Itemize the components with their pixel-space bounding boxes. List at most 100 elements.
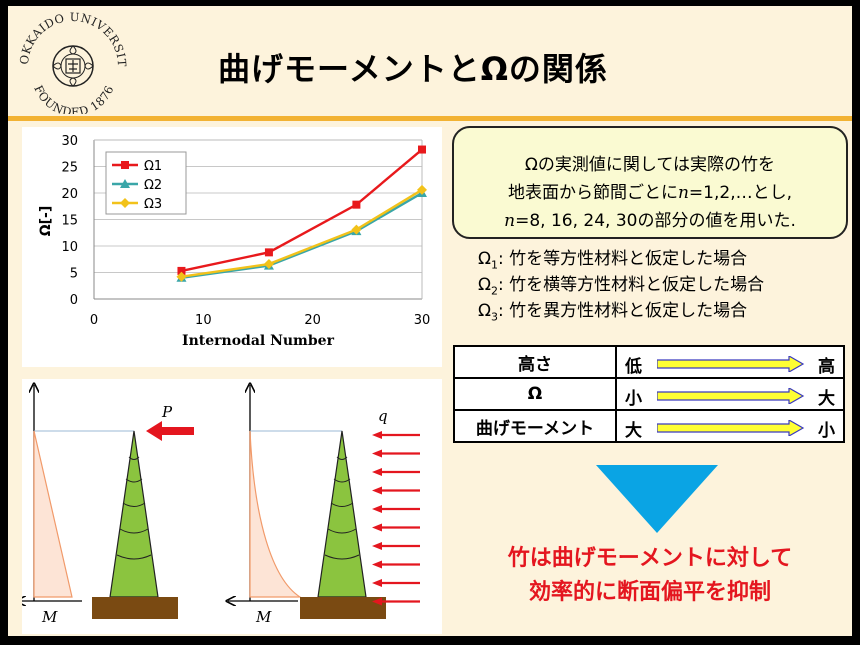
- page-title: 曲げモーメントとΩの関係: [218, 50, 608, 88]
- distributed-load-label: q: [378, 407, 388, 425]
- series-line-2: [181, 191, 423, 279]
- y-tick-label: 15: [61, 214, 78, 229]
- data-point: [177, 266, 186, 275]
- range-low: 低: [625, 357, 642, 377]
- comparison-label: Ω: [453, 377, 617, 411]
- comparison-label: 曲げモーメント: [453, 409, 617, 443]
- left-moment-label: M: [41, 608, 58, 626]
- left-bamboo-icon: [109, 430, 159, 598]
- load-arrow-head: [372, 505, 382, 513]
- data-point: [263, 259, 274, 270]
- legend-label: Ω2: [144, 178, 162, 193]
- measurement-note: Ωの実測値に関しては実際の竹を 地表面から節間ごとにn=1,2,…とし, n=8…: [452, 126, 848, 239]
- omega-definitions: Ω1: 竹を等方性材料と仮定した場合 Ω2: 竹を横等方性材料と仮定した場合 Ω…: [478, 246, 764, 324]
- y-tick-label: 30: [61, 134, 78, 149]
- comparison-range: 大 小: [615, 409, 845, 443]
- omega-symbol: Ω: [478, 275, 491, 295]
- omega-chart-panel: 0 5 10 15 20 25 30 0 10 20 30 Ω[-] Internodal Num…: [22, 127, 442, 367]
- legend-marker: [120, 198, 130, 208]
- down-triangle-arrow-icon: [596, 465, 718, 533]
- bamboo-diagram-panel: M P M q: [22, 379, 442, 634]
- university-logo: HOKKAIDO UNIVERSITY FOUNDED 1876: [14, 10, 129, 114]
- load-arrow-head: [372, 542, 382, 550]
- title-band: HOKKAIDO UNIVERSITY FOUNDED 1876 曲げモーメント…: [8, 6, 852, 118]
- y-tick-label: 10: [61, 240, 78, 255]
- data-point: [264, 248, 273, 257]
- note-line-3: n=8, 16, 24, 30の部分の値を用いた.: [454, 206, 846, 231]
- y-tick-label: 20: [61, 187, 78, 202]
- omega-subscript: 2: [491, 284, 498, 298]
- note-variable-n: n: [504, 211, 516, 231]
- legend-label: Ω3: [144, 197, 162, 212]
- load-arrow-head: [372, 431, 382, 439]
- bamboo-moment-diagram: M P M q: [22, 379, 420, 626]
- svg-text:FOUNDED 1876: FOUNDED 1876: [31, 83, 116, 114]
- legend-marker: [121, 161, 129, 169]
- data-point: [351, 224, 362, 235]
- data-point: [417, 184, 427, 195]
- right-moment-label: M: [255, 608, 272, 626]
- series-line-1: [181, 148, 423, 273]
- x-tick-label: 20: [304, 313, 321, 328]
- comparison-label: 高さ: [453, 345, 617, 379]
- load-arrow-head: [372, 523, 382, 532]
- range-low: 小: [625, 389, 642, 409]
- right-moment-distribution: [249, 430, 303, 598]
- conclusion-line-2: 効率的に断面偏平を抑制: [528, 580, 771, 605]
- range-low: 大: [625, 421, 642, 441]
- right-bamboo-icon: [317, 430, 367, 598]
- omega-symbol: Ω: [478, 301, 491, 321]
- data-point: [176, 271, 187, 282]
- data-point: [352, 200, 361, 209]
- note-line-2-values: =1,2,…とし,: [688, 183, 793, 203]
- note-line-2-text: 地表面から節間ごとに: [507, 183, 678, 203]
- note-variable-n: n: [677, 183, 689, 203]
- omega-def-text: : 竹を等方性材料と仮定した場合: [498, 249, 748, 269]
- omega-subscript: 3: [491, 310, 498, 324]
- data-point: [418, 145, 426, 154]
- comparison-range: 小 大: [615, 377, 845, 411]
- load-arrow-head: [372, 468, 382, 476]
- slide: HOKKAIDO UNIVERSITY FOUNDED 1876 曲げモーメント…: [8, 6, 852, 636]
- left-ground: [92, 597, 178, 619]
- load-arrow-head: [372, 579, 382, 587]
- logo-arc-bottom: FOUNDED 1876: [31, 83, 116, 114]
- chart-y-label: Ω[-]: [38, 206, 54, 237]
- legend-label: Ω1: [144, 159, 162, 174]
- y-tick-label: 25: [61, 161, 78, 176]
- sakura-seal-icon: [52, 45, 94, 87]
- table-row: 曲げモーメント 大 小: [453, 409, 845, 443]
- chart-x-label: Internodal Number: [182, 333, 335, 349]
- table-row: 高さ 低 高: [453, 345, 845, 379]
- point-load-label: P: [161, 403, 173, 421]
- omega-subscript: 1: [491, 258, 498, 272]
- yellow-arrow-icon: [657, 388, 805, 404]
- x-tick-label: 30: [414, 313, 431, 328]
- yellow-arrow-icon: [657, 356, 805, 372]
- omega-def-text: : 竹を横等方性材料と仮定した場合: [498, 275, 765, 295]
- load-arrow-head: [372, 486, 382, 495]
- legend-marker: [120, 179, 130, 188]
- comparison-table: 高さ 低 高 Ω 小 大 曲げモーメント 大 小: [453, 345, 845, 443]
- distributed-load-arrows: [372, 431, 420, 606]
- omega-line-chart: 0 5 10 15 20 25 30 0 10 20 30 Ω[-] Internodal Num…: [38, 134, 431, 349]
- series-line-3: [181, 188, 423, 278]
- yellow-arrow-icon: [657, 420, 805, 436]
- omega-symbol: Ω: [478, 249, 491, 269]
- right-ground: [300, 597, 386, 619]
- range-high: 小: [818, 421, 835, 441]
- conclusion-line-1: 竹は曲げモーメントに対して: [507, 546, 793, 571]
- left-moment-distribution: [33, 430, 73, 598]
- x-tick-label: 10: [195, 313, 212, 328]
- y-tick-label: 5: [70, 267, 78, 282]
- y-tick-label: 0: [70, 293, 78, 308]
- note-line-3-text: =8, 16, 24, 30の部分の値を用いた.: [515, 211, 796, 231]
- title-divider: [8, 116, 852, 121]
- range-high: 高: [818, 357, 835, 377]
- load-arrow-head: [372, 560, 382, 569]
- note-line-2: 地表面から節間ごとにn=1,2,…とし,: [454, 178, 846, 203]
- comparison-range: 低 高: [615, 345, 845, 379]
- omega-def-1: Ω1: 竹を等方性材料と仮定した場合: [478, 246, 764, 272]
- omega-def-2: Ω2: 竹を横等方性材料と仮定した場合: [478, 272, 764, 298]
- table-row: Ω 小 大: [453, 377, 845, 411]
